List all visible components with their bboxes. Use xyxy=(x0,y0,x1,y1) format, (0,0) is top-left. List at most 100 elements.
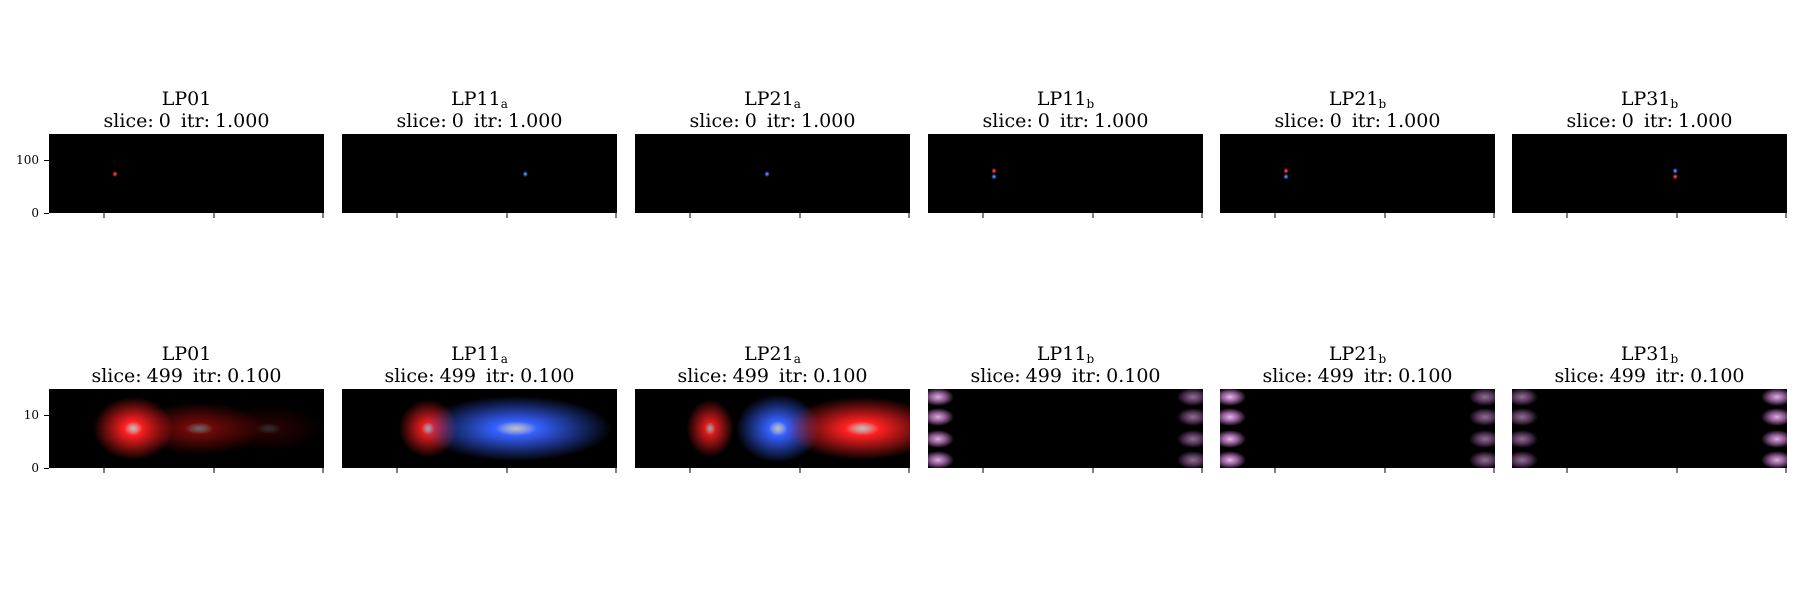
heatmap-plot xyxy=(342,389,617,476)
mode-label: LP21b xyxy=(1200,343,1515,365)
slice-itr-label: slice: 0 itr: 1.000 xyxy=(615,110,930,132)
mode-name: LP01 xyxy=(162,88,212,110)
slice-value: 499 xyxy=(1610,365,1646,387)
slice-value: 0 xyxy=(745,110,757,132)
slice-itr-label: slice: 499 itr: 0.100 xyxy=(908,365,1223,387)
itr-caption: itr: xyxy=(486,365,515,387)
panel-title: LP11a slice: 499 itr: 0.100 xyxy=(322,343,637,387)
itr-value: 0.100 xyxy=(1106,365,1160,387)
slice-itr-label: slice: 499 itr: 0.100 xyxy=(29,365,344,387)
mode-name: LP21 xyxy=(1329,88,1379,110)
slice-itr-label: slice: 499 itr: 0.100 xyxy=(322,365,637,387)
slice-value: 499 xyxy=(733,365,769,387)
heatmap-panel xyxy=(342,389,617,476)
mode-label: LP11b xyxy=(908,343,1223,365)
slice-caption: slice: xyxy=(983,110,1033,132)
slice-caption: slice: xyxy=(1262,365,1312,387)
heatmap-background xyxy=(928,134,1203,213)
heatmap-background xyxy=(928,389,1203,468)
slice-value: 0 xyxy=(159,110,171,132)
mode-intensity-lobe xyxy=(214,405,324,452)
panel-title: LP21b slice: 0 itr: 1.000 xyxy=(1200,88,1515,132)
heatmap-background xyxy=(1220,389,1495,468)
slice-value: 0 xyxy=(1330,110,1342,132)
mode-label: LP21a xyxy=(615,343,930,365)
heatmap-background xyxy=(1220,134,1495,213)
mode-subscript: b xyxy=(1378,352,1386,366)
heatmap-panel xyxy=(1220,389,1495,476)
mode-label: LP01 xyxy=(29,343,344,365)
itr-caption: itr: xyxy=(474,110,503,132)
itr-caption: itr: xyxy=(181,110,210,132)
mode-intensity-lobe xyxy=(1672,168,1678,174)
heatmap-panel xyxy=(1512,389,1787,476)
mode-subscript: a xyxy=(794,97,801,111)
panel-title: LP31b slice: 0 itr: 1.000 xyxy=(1492,88,1800,132)
slice-caption: slice: xyxy=(1275,110,1325,132)
heatmap-plot xyxy=(1512,134,1787,221)
slice-value: 0 xyxy=(1622,110,1634,132)
slice-itr-label: slice: 499 itr: 0.100 xyxy=(1200,365,1515,387)
mode-subscript: b xyxy=(1086,352,1094,366)
heatmap-background xyxy=(342,134,617,213)
heatmap-panel xyxy=(49,134,324,221)
itr-caption: itr: xyxy=(1656,365,1685,387)
slice-caption: slice: xyxy=(970,365,1020,387)
itr-caption: itr: xyxy=(1364,365,1393,387)
itr-caption: itr: xyxy=(1060,110,1089,132)
slice-value: 499 xyxy=(440,365,476,387)
mode-subscript: b xyxy=(1086,97,1094,111)
y-tick-mark xyxy=(44,213,49,214)
itr-caption: itr: xyxy=(767,110,796,132)
y-tick-mark xyxy=(44,160,49,161)
itr-value: 1.000 xyxy=(801,110,855,132)
mode-label: LP31b xyxy=(1492,343,1800,365)
mode-name: LP31 xyxy=(1621,88,1671,110)
panel-title: LP01 slice: 499 itr: 0.100 xyxy=(29,343,344,387)
mode-label: LP31b xyxy=(1492,88,1800,110)
mode-subscript: a xyxy=(794,352,801,366)
heatmap-panel xyxy=(1512,134,1787,221)
heatmap-panel xyxy=(1220,134,1495,221)
heatmap-plot xyxy=(928,134,1203,221)
mode-name: LP31 xyxy=(1621,343,1671,365)
mode-intensity-lobe xyxy=(991,168,997,174)
panel-title: LP31b slice: 499 itr: 0.100 xyxy=(1492,343,1800,387)
itr-value: 1.000 xyxy=(1386,110,1440,132)
itr-value: 1.000 xyxy=(1678,110,1732,132)
panel-title: LP01 slice: 0 itr: 1.000 xyxy=(29,88,344,132)
slice-itr-label: slice: 499 itr: 0.100 xyxy=(615,365,930,387)
itr-caption: itr: xyxy=(779,365,808,387)
slice-caption: slice: xyxy=(1554,365,1604,387)
heatmap-plot xyxy=(49,134,324,221)
itr-value: 0.100 xyxy=(520,365,574,387)
y-tick-mark xyxy=(44,468,49,469)
heatmap-background xyxy=(1512,389,1787,468)
mode-label: LP21b xyxy=(1200,88,1515,110)
heatmap-background xyxy=(49,134,324,213)
heatmap-plot xyxy=(49,389,324,476)
slice-caption: slice: xyxy=(690,110,740,132)
mode-intensity-lobe xyxy=(991,174,997,180)
slice-value: 499 xyxy=(1318,365,1354,387)
mode-name: LP11 xyxy=(1037,88,1087,110)
itr-caption: itr: xyxy=(1644,110,1673,132)
mode-label: LP11b xyxy=(908,88,1223,110)
slice-itr-label: slice: 0 itr: 1.000 xyxy=(1200,110,1515,132)
slice-itr-label: slice: 499 itr: 0.100 xyxy=(1492,365,1800,387)
mode-name: LP21 xyxy=(744,343,794,365)
mode-intensity-lobe xyxy=(686,400,734,458)
slice-value: 499 xyxy=(1026,365,1062,387)
itr-caption: itr: xyxy=(193,365,222,387)
heatmap-plot xyxy=(1512,389,1787,476)
heatmap-background xyxy=(1512,134,1787,213)
panel-title: LP21b slice: 499 itr: 0.100 xyxy=(1200,343,1515,387)
heatmap-plot xyxy=(342,134,617,221)
slice-caption: slice: xyxy=(1567,110,1617,132)
slice-value: 0 xyxy=(1038,110,1050,132)
panel-title: LP21a slice: 499 itr: 0.100 xyxy=(615,343,930,387)
y-tick-label: 10 xyxy=(9,409,39,421)
panel-title: LP11b slice: 0 itr: 1.000 xyxy=(908,88,1223,132)
mode-intensity-lobe xyxy=(1672,174,1678,180)
